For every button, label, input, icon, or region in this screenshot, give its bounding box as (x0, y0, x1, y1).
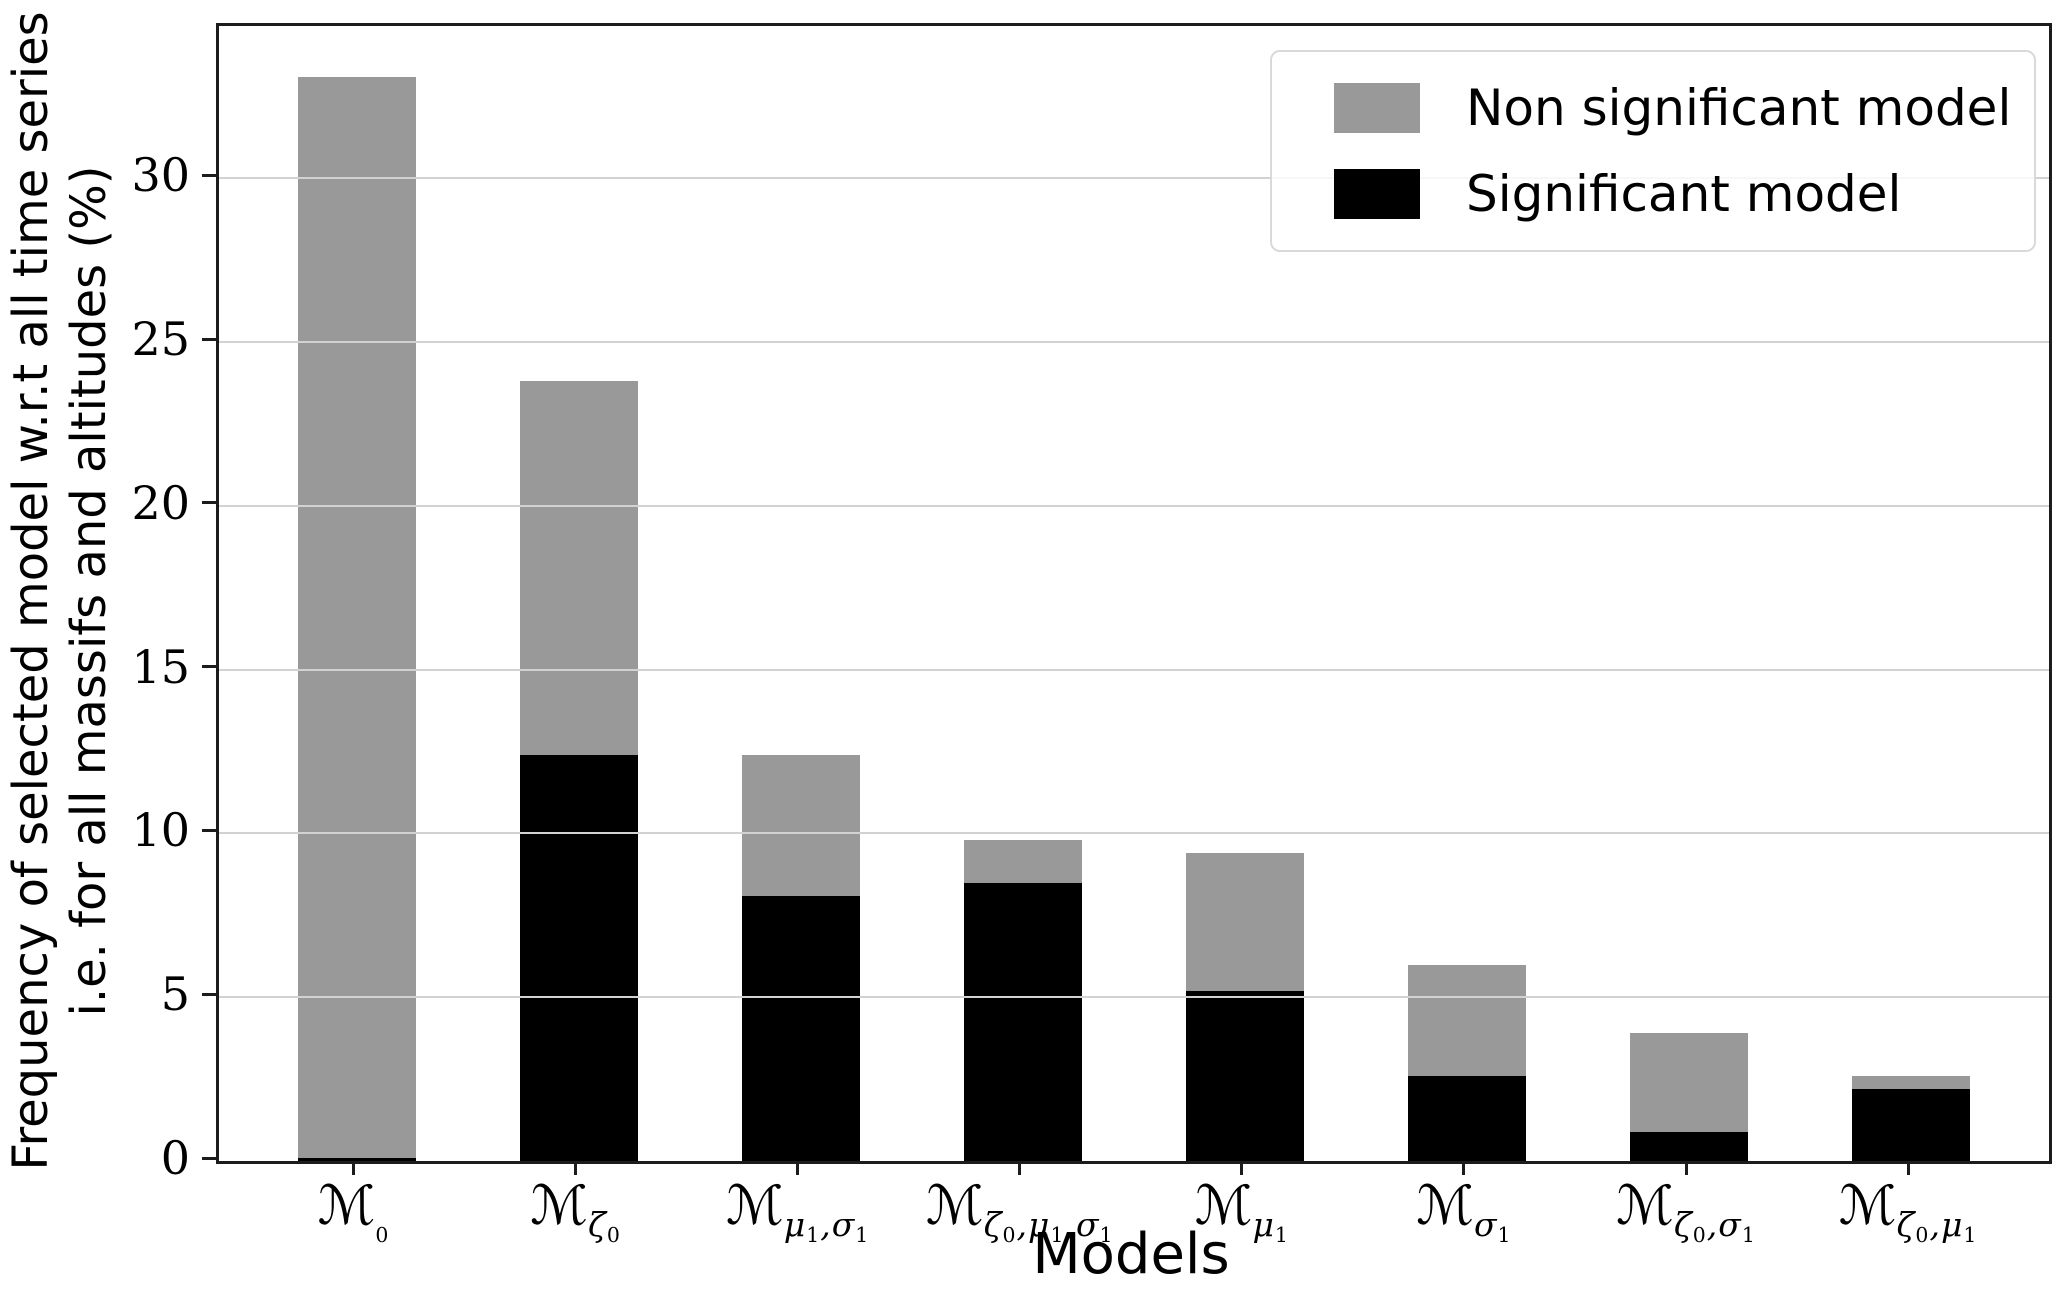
x-tick-mark-3 (1018, 1161, 1022, 1175)
bar-4-significant-segment (1185, 990, 1304, 1161)
x-tick-label-3-subscript: ζ0,μ1,σ1 (983, 1205, 1114, 1247)
x-tick-label-4-symbol: ℳ (1194, 1174, 1253, 1237)
legend: Non significant model Significant model (1270, 50, 2036, 252)
y-tick-mark-20 (202, 501, 216, 505)
x-tick-label-0: ℳ0 (318, 1174, 390, 1247)
x-tick-mark-2 (796, 1161, 800, 1175)
x-tick-label-5-symbol: ℳ (1416, 1174, 1474, 1237)
bar-2-significant-segment (741, 895, 860, 1161)
y-tick-label-20: 20 (131, 475, 190, 530)
x-tick-label-7: ℳζ0,μ1 (1839, 1174, 1978, 1247)
legend-swatch-non-significant (1334, 83, 1420, 134)
y-tick-mark-25 (202, 337, 216, 341)
bar-0-non-significant-segment (297, 76, 416, 1158)
x-tick-label-2: ℳμ1,σ1 (726, 1174, 869, 1247)
x-tick-label-1: ℳζ0 (530, 1174, 621, 1247)
x-tick-label-4-subscript: μ1 (1252, 1205, 1289, 1247)
gridline-y-10 (219, 832, 2049, 835)
x-axis-label: Models (1032, 1222, 1230, 1287)
bar-2-non-significant-segment (741, 754, 860, 896)
y-tick-label-25: 25 (131, 312, 190, 367)
y-tick-label-15: 15 (131, 639, 190, 694)
legend-item-significant: Significant model (1334, 165, 2034, 223)
x-tick-label-3-symbol: ℳ (925, 1174, 984, 1237)
x-tick-mark-0 (352, 1161, 355, 1175)
x-tick-label-2-subscript: μ1,σ1 (783, 1205, 870, 1247)
y-tick-label-30: 30 (131, 148, 190, 203)
bar-3-non-significant-segment (963, 840, 1082, 883)
bar-7-non-significant-segment (1852, 1075, 1971, 1089)
x-tick-label-5: ℳσ1 (1416, 1174, 1511, 1247)
x-tick-label-1-symbol: ℳ (530, 1174, 589, 1237)
legend-label-significant: Significant model (1466, 164, 1902, 223)
bar-4-non-significant-segment (1185, 853, 1304, 991)
bar-5-significant-segment (1407, 1075, 1526, 1161)
x-tick-label-0-symbol: ℳ (317, 1174, 376, 1237)
y-tick-mark-10 (202, 828, 216, 832)
y-tick-mark-0 (202, 1156, 216, 1160)
x-tick-label-6-symbol: ℳ (1616, 1174, 1674, 1237)
x-tick-label-7-subscript: ζ0,μ1 (1896, 1205, 1978, 1247)
bar-5-non-significant-segment (1407, 964, 1526, 1076)
x-tick-label-0-subscript: 0 (375, 1223, 390, 1247)
y-tick-mark-30 (202, 173, 216, 177)
legend-item-non-significant: Non significant model (1334, 79, 2034, 137)
legend-swatch-significant (1334, 168, 1420, 219)
gridline-y-25 (219, 341, 2049, 344)
y-tick-label-0: 0 (160, 1131, 190, 1185)
x-tick-label-1-subscript: ζ0 (588, 1205, 621, 1247)
bar-3-significant-segment (963, 882, 1082, 1161)
bar-0-significant-segment (297, 1157, 416, 1161)
bar-6-significant-segment (1630, 1131, 1748, 1161)
bar-6-non-significant-segment (1630, 1033, 1748, 1132)
legend-label-non-significant: Non significant model (1466, 79, 2012, 138)
x-tick-mark-5 (1462, 1161, 1466, 1175)
y-tick-mark-15 (202, 665, 216, 669)
gridline-y-15 (219, 668, 2049, 671)
x-tick-label-2-symbol: ℳ (726, 1174, 784, 1237)
x-tick-label-3: ℳζ0,μ1,σ1 (926, 1174, 1114, 1247)
x-tick-label-6-subscript: ζ0,σ1 (1673, 1205, 1756, 1247)
bar-7-significant-segment (1852, 1088, 1971, 1161)
x-tick-mark-6 (1684, 1161, 1688, 1175)
bar-1-non-significant-segment (519, 381, 638, 755)
x-tick-mark-4 (1240, 1161, 1244, 1175)
x-tick-label-6: ℳζ0,σ1 (1616, 1174, 1756, 1247)
y-tick-label-10: 10 (131, 803, 190, 858)
x-tick-mark-7 (1906, 1161, 1910, 1175)
x-tick-mark-1 (574, 1161, 578, 1175)
bar-1-significant-segment (519, 754, 638, 1161)
gridline-y-20 (219, 504, 2049, 507)
x-tick-label-7-symbol: ℳ (1838, 1174, 1897, 1237)
x-tick-label-5-subscript: σ1 (1473, 1205, 1512, 1247)
x-tick-label-4: ℳμ1 (1195, 1174, 1289, 1247)
gridline-y-30 (219, 177, 2049, 180)
y-tick-mark-5 (202, 992, 216, 996)
gridline-y-5 (219, 996, 2049, 999)
y-tick-label-5: 5 (160, 967, 190, 1022)
